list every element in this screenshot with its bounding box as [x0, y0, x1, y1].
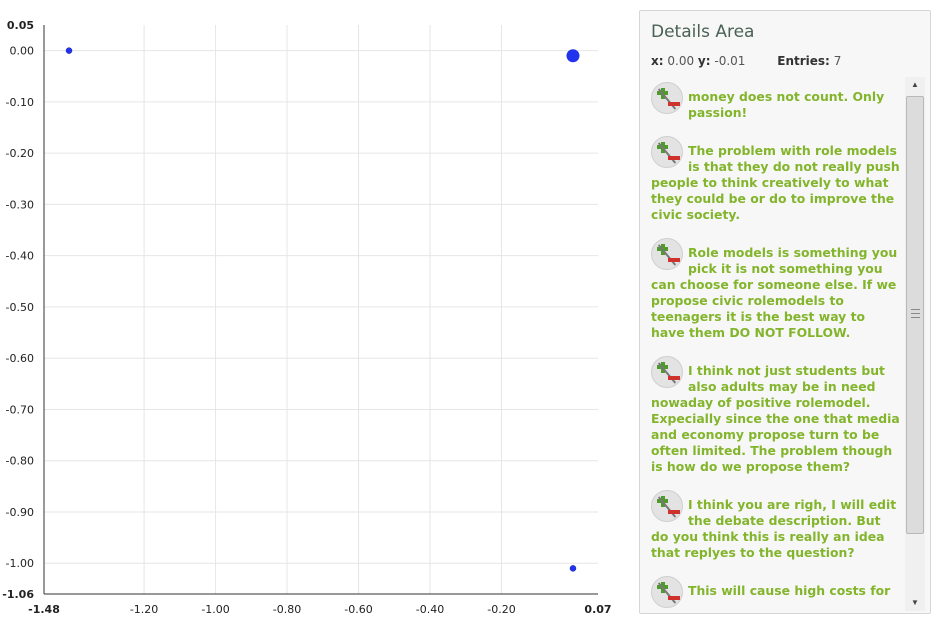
- details-title: Details Area: [651, 22, 755, 42]
- entry-item: I think not just students but also adult…: [641, 351, 904, 475]
- x-tick-label: -0.20: [487, 603, 515, 616]
- entry-item: This will cause high costs for: [641, 571, 904, 608]
- x-tick-label: -1.00: [201, 603, 229, 616]
- y-tick-label: -0.60: [6, 352, 34, 365]
- entries-list: money does not count. Only passion! The …: [641, 77, 904, 615]
- y-tick-label: -0.30: [6, 198, 34, 211]
- scroll-up-arrow-icon[interactable]: ▲: [911, 80, 919, 89]
- plus-minus-vote-icon[interactable]: [651, 136, 683, 168]
- entry-text: I think you are righ, I will edit the de…: [651, 497, 897, 560]
- y-tick-label: -0.80: [6, 455, 34, 468]
- entry-text: money does not count. Only passion!: [688, 89, 885, 120]
- x-value: 0.00: [667, 54, 695, 68]
- chart-tick-labels: -1.48 -1.20 -1.00 -0.80 -0.60 -0.40 -0.20 0.07 0…: [2, 19, 611, 616]
- y-tick-label: -1.06: [2, 588, 34, 601]
- entry-item: I think you are righ, I will edit the de…: [641, 485, 904, 561]
- y-tick-label: -0.90: [6, 506, 34, 519]
- plus-minus-vote-icon[interactable]: [651, 576, 683, 608]
- x-tick-label: -0.40: [416, 603, 444, 616]
- y-tick-label: -0.50: [6, 301, 34, 314]
- entry-item: The problem with role models is that the…: [641, 131, 904, 223]
- y-tick-label: -0.20: [6, 147, 34, 160]
- y-label: y:: [697, 54, 711, 68]
- entries-count: 7: [833, 54, 842, 68]
- plus-minus-vote-icon[interactable]: [651, 82, 683, 114]
- entry-text: I think not just students but also adult…: [651, 363, 900, 474]
- entry-text: The problem with role models is that the…: [651, 143, 900, 222]
- entry-text: Role models is something you pick it is …: [651, 245, 898, 340]
- data-point[interactable]: [569, 565, 577, 572]
- scatter-chart: -1.48 -1.20 -1.00 -0.80 -0.60 -0.40 -0.20 0.07 0…: [2, 19, 611, 616]
- x-tick-label: -0.80: [273, 603, 301, 616]
- chart-axes: [43, 25, 598, 595]
- data-point[interactable]: [566, 49, 580, 63]
- y-tick-label: 0.05: [7, 19, 34, 32]
- x-tick-label: 0.07: [584, 603, 611, 616]
- y-tick-label: -0.70: [6, 403, 34, 416]
- y-tick-label: -0.40: [6, 250, 34, 263]
- chart-grid: [44, 25, 598, 594]
- scroll-down-arrow-icon[interactable]: ▼: [911, 598, 919, 607]
- x-tick-label: -1.48: [28, 603, 60, 616]
- plus-minus-vote-icon[interactable]: [651, 490, 683, 522]
- data-point[interactable]: [65, 47, 73, 54]
- plus-minus-vote-icon[interactable]: [651, 356, 683, 388]
- x-tick-label: -1.20: [130, 603, 158, 616]
- grip-icon: [911, 309, 920, 318]
- x-label: x:: [651, 54, 664, 68]
- y-tick-label: -1.00: [6, 557, 34, 570]
- entry-item: money does not count. Only passion!: [641, 77, 904, 121]
- y-tick-label: -0.10: [6, 96, 34, 109]
- entries-scrollbar[interactable]: ▲ ▼: [905, 77, 925, 611]
- entry-text: This will cause high costs for: [688, 583, 891, 598]
- x-tick-label: -0.60: [344, 603, 372, 616]
- plus-minus-vote-icon[interactable]: [651, 238, 683, 270]
- entry-item: Role models is something you pick it is …: [641, 233, 904, 341]
- entries-label: Entries:: [777, 54, 830, 68]
- details-panel: Details Area x: 0.00 y: -0.01 Entries: 7…: [639, 10, 931, 614]
- scroll-thumb[interactable]: [906, 96, 924, 534]
- coordinate-readout: x: 0.00 y: -0.01 Entries: 7: [651, 54, 841, 68]
- y-tick-label: 0.00: [10, 45, 35, 58]
- chart-points: [65, 47, 580, 572]
- y-value: -0.01: [714, 54, 746, 68]
